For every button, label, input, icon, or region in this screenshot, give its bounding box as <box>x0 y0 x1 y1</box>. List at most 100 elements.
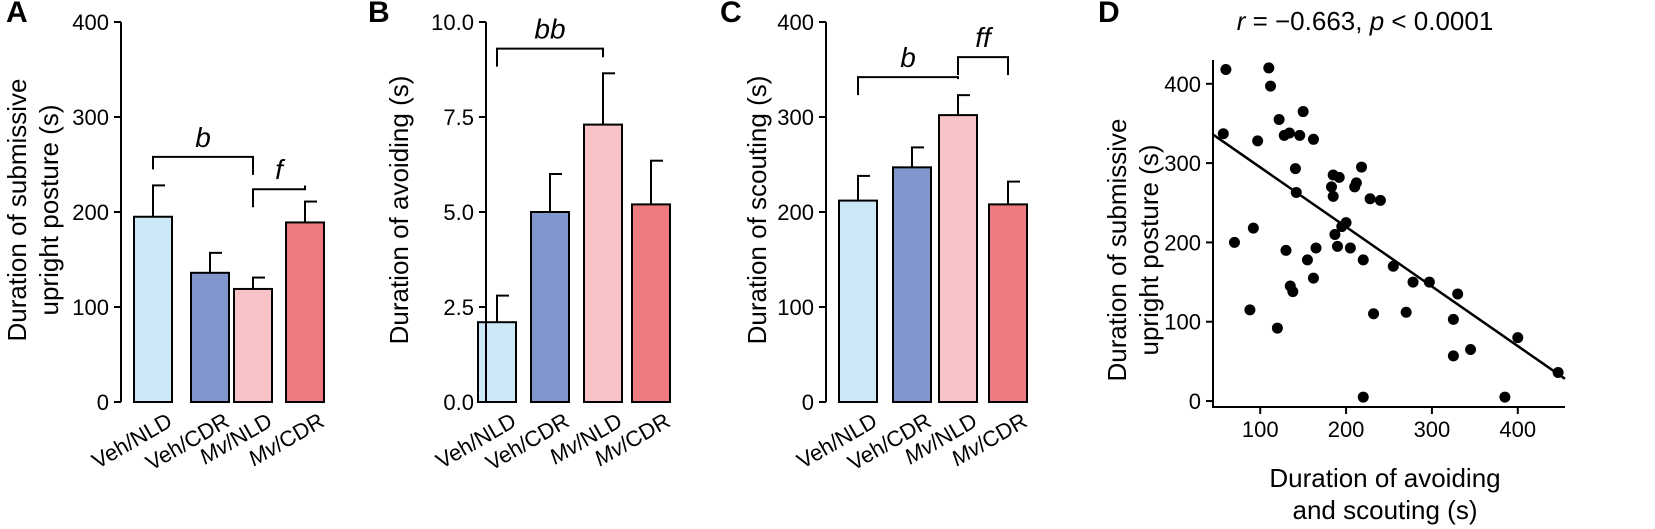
panel-d-data-point <box>1357 391 1369 403</box>
panel-d-data-point <box>1333 171 1345 183</box>
panel-b-bar <box>631 203 671 403</box>
panel-b-bar <box>477 321 517 404</box>
panel-d-data-point <box>1280 244 1292 256</box>
panel-letter-c: C <box>720 0 742 29</box>
panel-d-data-point <box>1287 286 1299 298</box>
panel-d-data-point <box>1310 242 1322 254</box>
panel-d-data-point <box>1329 228 1341 240</box>
panel-a-ytick-label: 100 <box>72 295 109 320</box>
panel-c-bar <box>938 114 978 403</box>
panel-b-significance-label: bb <box>534 14 565 45</box>
panel-d-xtick-label: 200 <box>1328 417 1365 442</box>
panel-b-ytick-label: 5.0 <box>443 200 474 225</box>
panel-b-bar <box>530 211 570 403</box>
panel-c-bar <box>838 199 878 403</box>
panel-c-ytick-label: 100 <box>777 295 814 320</box>
panel-c-bracket <box>857 76 959 96</box>
panel-d-y-ticks: 0 100 200 300 400 <box>1164 72 1213 414</box>
panel-d-data-point <box>1331 240 1343 252</box>
panel-a-y-ticks: 0 100 200 300 400 <box>72 10 121 415</box>
panel-b-significance: bb <box>496 14 604 67</box>
panel-d-data-point <box>1327 190 1339 202</box>
panel-a-ytick-label: 400 <box>72 10 109 35</box>
panel-d-data-point <box>1294 129 1306 141</box>
panel-d-regression-line <box>1212 133 1566 380</box>
panel-d-data-point <box>1297 106 1309 118</box>
panel-d-data-point <box>1271 322 1283 334</box>
panel-b-ylabel: Duration of avoiding (s) <box>384 76 414 345</box>
panel-a-significance: bf <box>152 122 306 208</box>
panel-c-y-ticks: 0 100 200 300 400 <box>777 10 826 415</box>
panel-d-data-point <box>1447 350 1459 362</box>
panel-a-bar <box>190 271 230 403</box>
panel-d-title: r = −0.663, p < 0.0001 <box>1237 6 1494 36</box>
panel-c-bars <box>838 114 1028 403</box>
panel-c-bar <box>892 166 932 403</box>
panel-d-data-point <box>1220 64 1232 76</box>
panel-letter-a: A <box>6 0 28 29</box>
panel-d-xlabel-line2: and scouting (s) <box>1293 495 1478 525</box>
panel-a-ylabel-line2: upright posture (s) <box>34 105 64 316</box>
panel-d-data-point <box>1387 260 1399 272</box>
panel-d-title-p: p <box>1369 6 1384 36</box>
panel-d: D r = −0.663, p < 0.0001 0 100 200 300 400 1… <box>1098 0 1566 525</box>
panel-c-ytick-label: 0 <box>802 390 814 415</box>
panel-d-data-point <box>1265 80 1277 92</box>
panel-c-bar <box>988 203 1028 403</box>
panel-letter-d: D <box>1098 0 1120 29</box>
panel-d-ylabel-line2: upright posture (s) <box>1134 145 1164 356</box>
panel-d-data-point <box>1283 127 1295 139</box>
panel-c-significance-label: ff <box>975 22 994 53</box>
panel-d-data-point <box>1374 194 1386 206</box>
panel-b-bracket <box>496 47 604 67</box>
panel-d-data-point <box>1307 133 1319 145</box>
panel-d-data-point <box>1512 332 1524 344</box>
panel-b-ytick-label: 7.5 <box>443 105 474 130</box>
panel-d-ytick-label: 400 <box>1164 72 1201 97</box>
panel-d-data-point <box>1423 276 1435 288</box>
panel-b-bars <box>477 123 671 404</box>
panel-c-ytick-label: 200 <box>777 200 814 225</box>
panel-d-data-point <box>1400 306 1412 318</box>
panel-d-data-point <box>1447 313 1459 325</box>
panel-d-data-point <box>1307 272 1319 284</box>
panel-d-data-point <box>1247 222 1259 234</box>
panel-c-category-condition: /CDR <box>972 408 1031 457</box>
panel-d-xtick-label: 100 <box>1242 417 1279 442</box>
panel-d-ytick-label: 0 <box>1189 389 1201 414</box>
panel-d-ytick-label: 100 <box>1164 310 1201 335</box>
panel-c-y-axis-label: Duration of scouting (s) <box>742 76 772 345</box>
panel-d-data-point <box>1217 128 1229 140</box>
panel-a-bracket <box>152 155 254 175</box>
panel-d-data-point <box>1407 276 1419 288</box>
panel-d-xlabel-line1: Duration of avoiding <box>1269 463 1500 493</box>
panel-d-data-point <box>1228 236 1240 248</box>
panel-c-ytick-label: 300 <box>777 105 814 130</box>
panel-d-ylabel-line1: Duration of submissive <box>1102 119 1132 382</box>
panel-d-data-point <box>1263 62 1275 74</box>
panel-d-data-point <box>1301 254 1313 266</box>
panel-b-ytick-label: 10.0 <box>431 10 474 35</box>
panel-d-ytick-label: 200 <box>1164 230 1201 255</box>
panel-b-error-bars <box>496 72 663 323</box>
panel-d-title-r: r <box>1237 6 1247 36</box>
panel-d-ytick-label: 300 <box>1164 151 1201 176</box>
panel-a-bar <box>233 287 273 404</box>
panel-d-data-point <box>1325 181 1337 193</box>
panel-b-category-condition: /CDR <box>615 408 674 457</box>
panel-d-data-point <box>1289 163 1301 175</box>
panel-a-significance-label: b <box>195 122 211 153</box>
panel-d-data-point <box>1273 113 1285 125</box>
panel-d-data-point <box>1344 242 1356 254</box>
panel-c-error-bars <box>857 94 1020 205</box>
panel-letter-b: B <box>368 0 390 29</box>
panel-a-significance-label: f <box>275 154 286 185</box>
panel-d-data-point <box>1356 161 1368 173</box>
panel-c-bracket <box>957 56 1009 76</box>
panel-d-data-point <box>1499 391 1511 403</box>
panel-d-data-point <box>1368 308 1380 320</box>
